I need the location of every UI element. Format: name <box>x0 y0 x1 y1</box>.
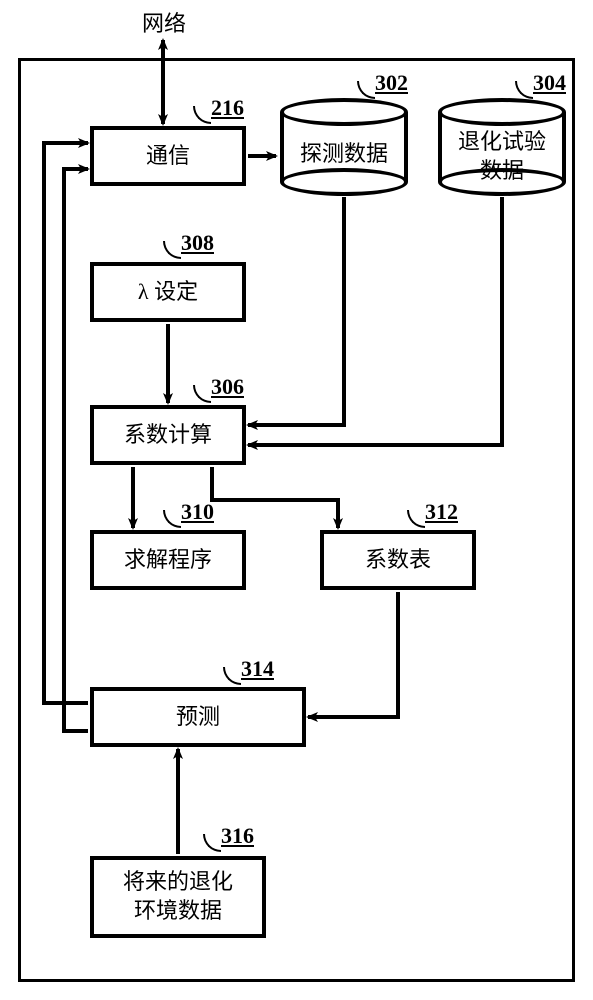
outer-frame <box>18 58 575 982</box>
box-solver: 求解程序 <box>90 530 246 590</box>
cyl-degrade-data: 退化试验数据 <box>438 98 566 196</box>
box-future-env-label: 将来的退化环境数据 <box>119 864 237 929</box>
box-coef-calc: 系数计算 <box>90 405 246 465</box>
box-lambda: λ 设定 <box>90 262 246 322</box>
box-predict-label: 预测 <box>176 703 220 732</box>
num-310: 310 <box>181 499 214 525</box>
box-coef-table-label: 系数表 <box>365 546 431 575</box>
box-comm-label: 通信 <box>146 142 190 171</box>
num-312: 312 <box>425 499 458 525</box>
box-comm: 通信 <box>90 126 246 186</box>
num-302: 302 <box>375 70 408 96</box>
num-316: 316 <box>221 823 254 849</box>
num-308: 308 <box>181 230 214 256</box>
num-216: 216 <box>211 95 244 121</box>
box-lambda-label: λ 设定 <box>138 278 198 307</box>
num-304: 304 <box>533 70 566 96</box>
num-314: 314 <box>241 656 274 682</box>
cyl-probe-label: 探测数据 <box>280 140 408 169</box>
num-306: 306 <box>211 374 244 400</box>
box-coef-table: 系数表 <box>320 530 476 590</box>
box-solver-label: 求解程序 <box>124 546 212 575</box>
network-label: 网络 <box>136 6 192 38</box>
box-predict: 预测 <box>90 687 306 747</box>
cyl-probe-data: 探测数据 <box>280 98 408 196</box>
box-future-env: 将来的退化环境数据 <box>90 856 266 938</box>
cyl-degrade-label: 退化试验数据 <box>438 128 566 185</box>
box-coef-calc-label: 系数计算 <box>124 421 212 450</box>
